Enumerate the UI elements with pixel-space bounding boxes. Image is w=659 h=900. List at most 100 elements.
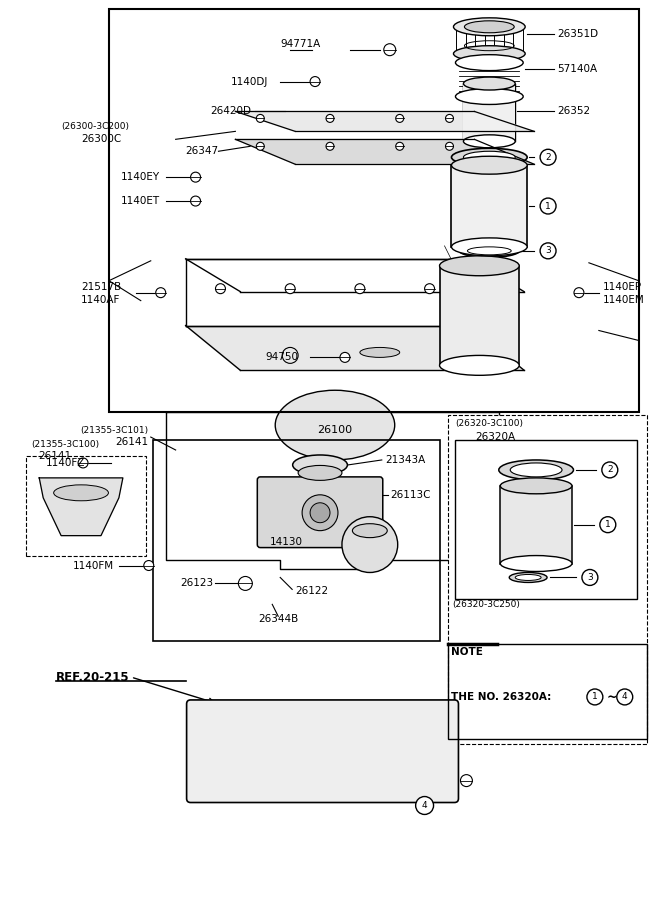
Circle shape (302, 495, 338, 531)
Ellipse shape (440, 356, 519, 375)
Circle shape (256, 142, 264, 150)
Text: 21517B: 21517B (81, 282, 121, 292)
Circle shape (395, 114, 404, 122)
Text: 1140EY: 1140EY (121, 172, 160, 182)
Ellipse shape (510, 463, 562, 477)
Polygon shape (186, 326, 524, 370)
Text: 57140A: 57140A (557, 64, 597, 74)
Text: 26352: 26352 (557, 106, 590, 116)
Text: 1140AF: 1140AF (81, 294, 121, 304)
Bar (463, 84, 515, 141)
Text: 26320A: 26320A (475, 432, 515, 442)
Text: 1140EM: 1140EM (603, 294, 645, 304)
Circle shape (540, 198, 556, 214)
Bar (109, 9, 639, 412)
Text: (26320-3C250): (26320-3C250) (453, 599, 521, 608)
Text: 1: 1 (592, 692, 598, 701)
Circle shape (326, 142, 334, 150)
Text: 2: 2 (545, 153, 551, 162)
Text: NOTE: NOTE (451, 647, 483, 657)
Text: 26347: 26347 (186, 147, 219, 157)
Text: 26122: 26122 (295, 587, 328, 597)
Text: 26344B: 26344B (258, 615, 299, 625)
Circle shape (215, 284, 225, 293)
Text: 26420D: 26420D (210, 106, 252, 116)
Polygon shape (186, 259, 524, 292)
Text: 1: 1 (545, 202, 551, 211)
Circle shape (395, 142, 404, 150)
Text: 3: 3 (587, 573, 593, 582)
Ellipse shape (500, 478, 572, 494)
Text: 21343A: 21343A (385, 455, 425, 465)
Text: 26351D: 26351D (557, 29, 598, 39)
Circle shape (617, 689, 633, 705)
Circle shape (424, 284, 434, 293)
Text: (26320-3C100): (26320-3C100) (455, 418, 523, 427)
Circle shape (587, 689, 603, 705)
Ellipse shape (53, 485, 109, 500)
Text: 1140FM: 1140FM (72, 561, 114, 571)
Text: (26300-3C200): (26300-3C200) (61, 122, 129, 130)
Bar (440, 266, 519, 365)
Polygon shape (235, 112, 534, 131)
Ellipse shape (298, 465, 342, 481)
Circle shape (461, 775, 473, 787)
Ellipse shape (360, 347, 400, 357)
Circle shape (326, 114, 334, 122)
Ellipse shape (500, 555, 572, 572)
Text: (21355-3C100): (21355-3C100) (31, 439, 100, 448)
Circle shape (600, 517, 616, 533)
Bar (455, 440, 637, 599)
Circle shape (285, 284, 295, 293)
Ellipse shape (453, 18, 525, 36)
Ellipse shape (455, 55, 523, 70)
FancyBboxPatch shape (186, 700, 459, 803)
Text: 1140DJ: 1140DJ (231, 76, 268, 86)
Ellipse shape (463, 77, 515, 90)
Text: 14130: 14130 (270, 536, 303, 546)
Circle shape (445, 142, 453, 150)
FancyBboxPatch shape (257, 477, 383, 547)
Polygon shape (186, 259, 469, 326)
Polygon shape (235, 140, 534, 164)
Text: (21355-3C101): (21355-3C101) (80, 426, 149, 435)
Ellipse shape (459, 245, 519, 257)
Circle shape (190, 172, 200, 182)
Circle shape (310, 503, 330, 523)
Bar (447, 415, 646, 743)
Circle shape (355, 284, 365, 293)
Circle shape (574, 288, 584, 298)
Bar (26, 456, 146, 555)
Text: 26113C: 26113C (391, 490, 431, 500)
Circle shape (384, 44, 395, 56)
Bar (451, 166, 527, 247)
Ellipse shape (515, 574, 541, 580)
Text: 26123: 26123 (181, 579, 214, 589)
Text: 2: 2 (607, 465, 613, 474)
Ellipse shape (509, 572, 547, 582)
Text: REF.20-215: REF.20-215 (56, 670, 130, 683)
Text: 4: 4 (422, 801, 428, 810)
Circle shape (239, 577, 252, 590)
Text: 26141: 26141 (115, 437, 149, 447)
Text: 3: 3 (545, 247, 551, 256)
Circle shape (310, 76, 320, 86)
Circle shape (445, 114, 453, 122)
Text: 26141: 26141 (38, 451, 71, 461)
Circle shape (144, 561, 154, 571)
Text: ~: ~ (607, 690, 617, 704)
Text: 94771A: 94771A (280, 39, 320, 49)
Ellipse shape (499, 460, 573, 480)
Text: 1140EP: 1140EP (603, 282, 642, 292)
Text: 1140FZ: 1140FZ (46, 458, 86, 468)
Text: 26300C: 26300C (81, 134, 121, 144)
Circle shape (540, 243, 556, 259)
Circle shape (540, 149, 556, 166)
Text: THE NO. 26320A:: THE NO. 26320A: (451, 692, 556, 702)
Ellipse shape (275, 391, 395, 460)
Text: 1140ET: 1140ET (121, 196, 160, 206)
Circle shape (190, 196, 200, 206)
Circle shape (340, 353, 350, 363)
Ellipse shape (440, 256, 519, 275)
Bar (153, 440, 440, 641)
